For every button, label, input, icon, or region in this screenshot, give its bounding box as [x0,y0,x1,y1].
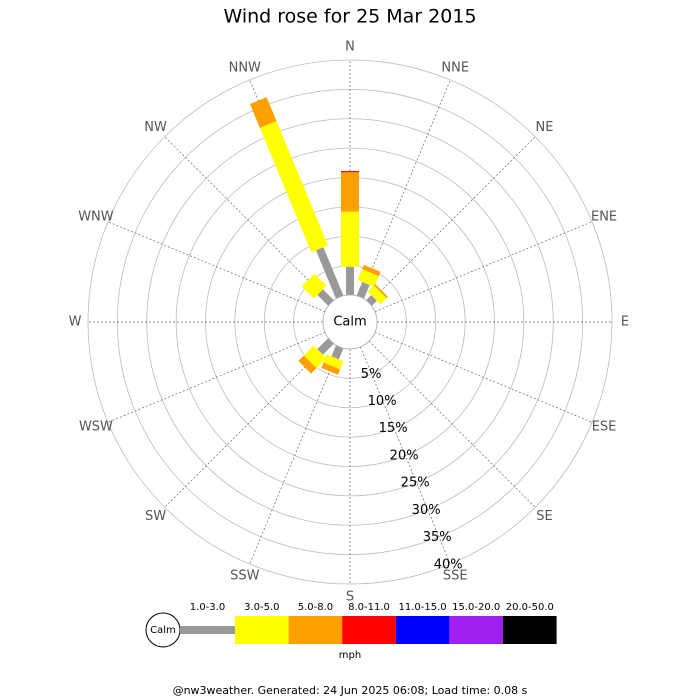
spoke [249,346,340,565]
spoke [107,221,326,312]
direction-label: SE [536,509,552,524]
bar-segment [259,121,328,253]
ring-label: 40% [434,557,463,572]
calm-label: Calm [333,315,366,330]
spoke [368,340,536,508]
legend-calm-label: Calm [150,625,176,636]
direction-label: SSW [230,569,260,584]
legend-label: 5.0-8.0 [298,602,333,613]
bar-segment [298,355,317,374]
bar-segment [346,266,354,295]
bar-segment [301,273,327,299]
direction-label: SSE [443,569,468,584]
direction-label: N [345,40,355,55]
bar-segment [341,171,359,173]
legend-swatch [288,616,343,644]
bar-segment [362,264,381,277]
ring-label: 5% [361,367,382,382]
spoke [360,346,451,565]
legend-label: 20.0-50.0 [506,602,554,613]
bar-segment [331,345,344,360]
legend-swatch [449,616,503,644]
grid-ring [87,59,613,585]
bar-segment [317,289,334,306]
bar-segment [303,345,327,369]
bar-segment [373,284,388,299]
ring-label: 25% [401,476,430,491]
ring-label: 35% [423,530,452,545]
spoke [164,340,332,508]
direction-label: NW [144,120,167,135]
direction-label: S [346,590,354,605]
spoke [374,332,593,423]
footer: @nw3weather. Generated: 24 Jun 2025 06:0… [173,684,528,697]
ring-label: 15% [379,421,408,436]
legend-label: 1.0-3.0 [190,602,225,613]
legend-label: 3.0-5.0 [244,602,279,613]
direction-label: NNE [441,60,469,75]
legend-swatch [235,616,289,644]
bar-segment [249,97,277,128]
spoke [360,79,451,298]
direction-label: SW [145,509,166,524]
legend-swatch [395,616,450,644]
legend-label: 11.0-15.0 [399,602,447,613]
legend-swatch [342,616,396,644]
bar-segment [323,354,344,370]
bar-segment [356,281,370,299]
bar-segment [317,338,334,355]
bar-segment [357,269,379,287]
spoke [164,136,332,304]
bar-segment [367,285,387,305]
spoke [374,221,593,312]
ring-label: 20% [390,448,419,463]
legend-label: 15.0-20.0 [452,602,500,613]
legend-swatch [503,616,557,644]
direction-label: WSW [79,420,113,435]
direction-label: NNW [229,60,261,75]
direction-label: W [69,315,82,330]
bar-segment [315,247,344,299]
bar-segment [321,362,341,375]
grid-ring [175,147,525,497]
legend-label: 8.0-11.0 [348,602,390,613]
bar-segment [341,211,359,267]
legend-title: mph [339,650,361,661]
chart-title: Wind rose for 25 Mar 2015 [223,6,476,28]
ring-label: 30% [412,503,441,518]
bar-segment [366,295,377,306]
bar-segment [341,172,359,212]
direction-label: ESE [592,420,617,435]
direction-label: ENE [591,209,617,224]
spoke [368,136,536,304]
direction-label: WNW [78,209,114,224]
ring-label: 10% [368,394,397,409]
direction-label: E [621,315,629,330]
legend-swatch [180,626,235,634]
calm-circle [322,294,378,350]
spoke [107,332,326,423]
direction-label: NE [535,120,553,135]
